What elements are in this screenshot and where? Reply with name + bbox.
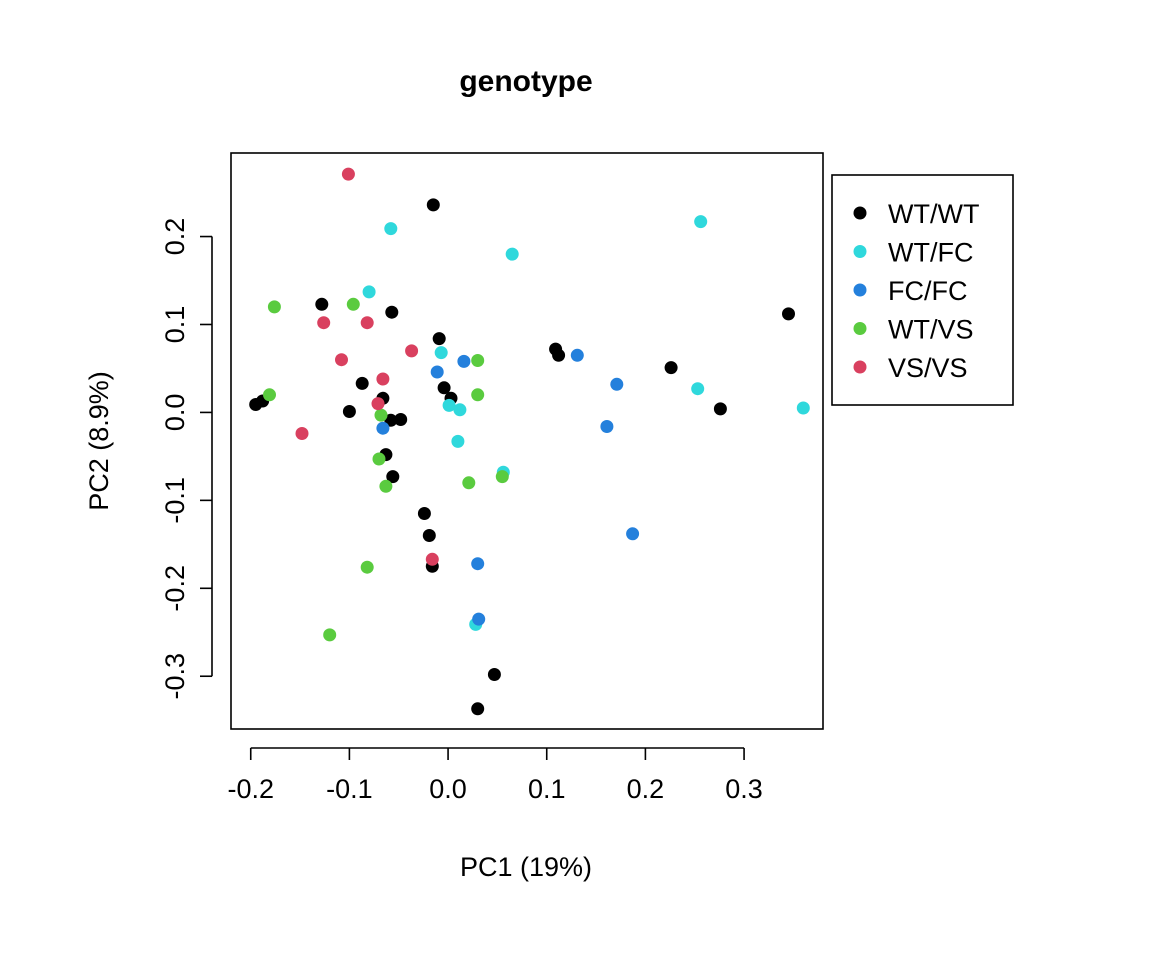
data-point <box>384 222 398 236</box>
data-point <box>453 403 467 417</box>
data-point <box>335 353 348 367</box>
legend: WT/WT WT/FC FC/FC WT/VS VS/VS <box>831 174 1014 406</box>
x-tick-label: 0.3 <box>725 774 763 804</box>
y-tick-label: 0.1 <box>160 306 190 344</box>
data-point <box>263 388 276 402</box>
legend-marker <box>853 360 867 374</box>
x-tick-label: -0.2 <box>227 774 274 804</box>
plot-frame <box>230 152 824 730</box>
x-axis: -0.2 -0.1 0.0 0.1 0.2 0.3 <box>227 747 763 804</box>
data-point <box>796 401 810 415</box>
data-point <box>713 402 727 416</box>
data-point <box>422 529 436 542</box>
legend-label: WT/VS <box>888 315 974 345</box>
y-tick-label: -0.2 <box>160 565 190 612</box>
data-point <box>315 297 329 311</box>
data-point <box>437 381 451 395</box>
legend-label: WT/FC <box>888 238 973 268</box>
data-point <box>462 476 476 490</box>
data-point <box>341 167 355 181</box>
data-point <box>374 408 388 422</box>
data-point <box>471 702 485 716</box>
data-point <box>425 552 439 566</box>
data-point <box>267 300 281 314</box>
data-point <box>295 427 309 440</box>
data-point <box>694 215 708 229</box>
data-point <box>472 612 486 626</box>
data-point <box>394 413 408 426</box>
x-axis-label: PC1 (19%) <box>460 852 592 882</box>
data-point <box>610 377 624 391</box>
x-tick-label: -0.1 <box>326 774 373 804</box>
data-point <box>360 560 374 574</box>
data-point <box>664 361 678 375</box>
data-point <box>691 382 705 396</box>
data-point <box>376 372 390 386</box>
data-point <box>457 354 471 368</box>
data-point <box>342 405 356 418</box>
data-point <box>323 628 337 642</box>
data-point <box>362 285 376 299</box>
legend-marker <box>853 245 867 258</box>
data-point <box>372 452 386 466</box>
legend-label: FC/FC <box>888 276 967 306</box>
data-point <box>442 398 456 412</box>
data-point <box>471 557 485 571</box>
legend-label: VS/VS <box>888 353 968 383</box>
data-point <box>360 316 374 330</box>
data-point <box>552 348 566 362</box>
data-point <box>426 198 440 212</box>
y-tick-label: 0.2 <box>160 218 190 256</box>
x-tick-label: 0.2 <box>627 774 665 804</box>
data-point <box>417 507 431 520</box>
data-point <box>371 397 385 411</box>
chart-title: genotype <box>459 65 592 98</box>
data-point <box>432 332 446 346</box>
data-point <box>471 388 485 402</box>
y-axis: -0.3 -0.2 -0.1 0.0 0.1 0.2 <box>160 218 213 700</box>
data-point <box>379 479 393 493</box>
data-point <box>346 297 360 311</box>
data-point <box>451 434 465 448</box>
data-point <box>434 346 448 360</box>
legend-label: WT/WT <box>888 199 979 229</box>
data-point <box>600 420 614 433</box>
x-tick-label: 0.0 <box>429 774 467 804</box>
data-point <box>487 668 501 681</box>
data-point <box>471 354 485 367</box>
x-tick-label: 0.1 <box>528 774 566 804</box>
data-point <box>782 307 795 321</box>
data-point <box>317 316 331 330</box>
data-point <box>405 344 419 358</box>
legend-marker <box>853 206 867 220</box>
y-tick-label: -0.3 <box>160 653 190 700</box>
data-point <box>386 470 400 484</box>
data-point <box>505 247 519 261</box>
y-tick-label: -0.1 <box>160 477 190 524</box>
data-point <box>430 365 444 379</box>
y-tick-label: 0.0 <box>160 394 190 432</box>
data-point <box>626 527 640 541</box>
data-point <box>495 470 509 484</box>
data-points <box>249 167 810 716</box>
data-point <box>376 421 390 435</box>
legend-marker <box>853 322 867 335</box>
legend-marker <box>853 283 867 297</box>
y-axis-label: PC2 (8.9%) <box>84 371 114 511</box>
data-point <box>570 348 584 362</box>
data-point <box>355 376 369 390</box>
data-point <box>384 413 398 427</box>
data-point <box>385 305 399 319</box>
